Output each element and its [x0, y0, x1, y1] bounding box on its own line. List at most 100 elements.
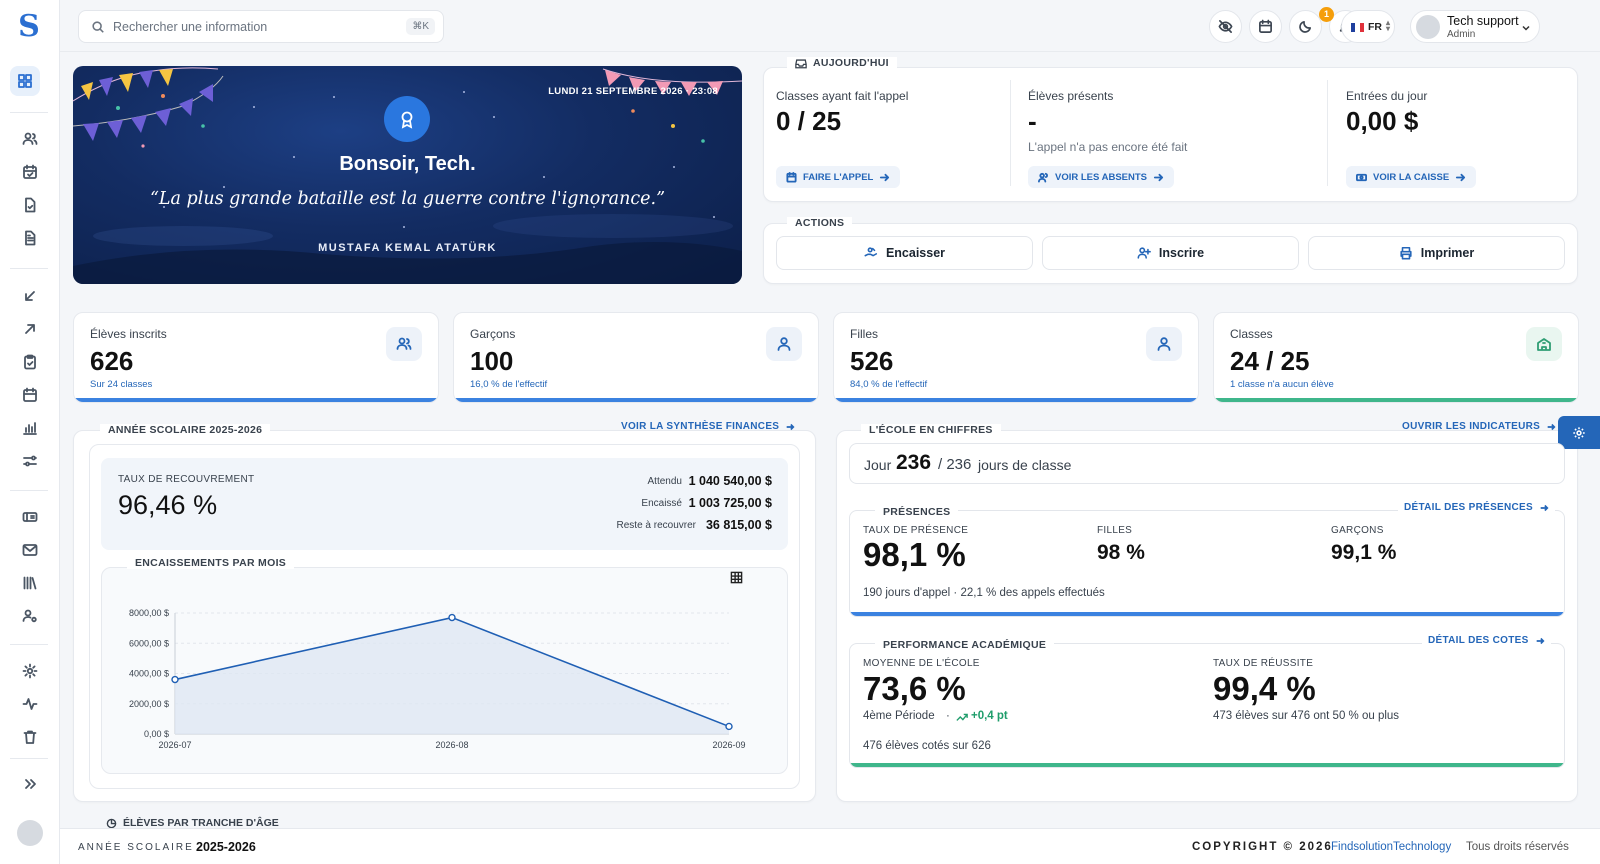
stat-value: 626 — [90, 346, 134, 376]
sliders-icon — [23, 455, 37, 467]
calendar-button[interactable] — [1249, 10, 1282, 43]
view-cashbox-button[interactable]: VOIR LA CAISSE — [1346, 166, 1477, 188]
search-box[interactable]: Rechercher une information ⌘K — [78, 10, 444, 43]
stat-card-students[interactable]: Élèves inscrits 626 Sur 24 classes — [73, 312, 439, 403]
print-button[interactable]: Imprimer — [1308, 236, 1565, 270]
view-absents-button[interactable]: VOIR LES ABSENTS — [1028, 166, 1175, 188]
user-settings-icon — [22, 609, 37, 623]
stat-sub: Sur 24 classes — [90, 379, 153, 390]
sidebar-item-library[interactable] — [18, 571, 42, 595]
finance-summary-link[interactable]: VOIR LA SYNTHÈSE FINANCES — [621, 421, 795, 432]
sidebar-divider — [10, 644, 48, 645]
expected-value: 1 040 540,00 $ — [688, 474, 772, 488]
sidebar-item-statistics[interactable] — [18, 416, 42, 440]
stat-card-girls[interactable]: Filles 526 84,0 % de l'effectif — [833, 312, 1199, 403]
app-logo[interactable]: S — [18, 9, 40, 44]
library-icon — [23, 576, 37, 590]
attendance-box — [849, 510, 1565, 617]
sidebar-item-settings-filters[interactable] — [18, 449, 42, 473]
greeting: Bonsoir, Tech. — [339, 153, 476, 175]
sidebar-item-tickets[interactable] — [18, 505, 42, 529]
user-menu[interactable]: Tech support Admin — [1410, 10, 1540, 43]
y-tick-label: 8000,00 $ — [129, 608, 169, 618]
take-attendance-button[interactable]: FAIRE L'APPEL — [776, 166, 901, 188]
theme-toggle-button[interactable] — [1289, 10, 1322, 43]
sidebar-item-reports[interactable] — [18, 226, 42, 250]
users-icon — [1038, 172, 1048, 183]
sidebar-item-expenses[interactable] — [18, 317, 42, 341]
inbox-icon — [795, 58, 807, 68]
trash-icon — [23, 730, 37, 744]
current-date: LUNDI 21 SEPTEMBRE 2026 · 23:08 — [548, 86, 718, 97]
stat-sub: 84,0 % de l'effectif — [850, 379, 928, 390]
y-tick-label: 0,00 $ — [144, 729, 169, 739]
attendance-rate-value: 98,1 % — [863, 536, 966, 573]
user-plus-icon — [1137, 247, 1151, 259]
arrow-right-icon — [880, 173, 890, 181]
mail-icon — [22, 544, 38, 556]
sidebar-item-calendar[interactable] — [18, 383, 42, 407]
language-selector[interactable]: FR ▴ ▾ — [1341, 10, 1395, 43]
users-icon — [22, 132, 38, 145]
sidebar-item-activity[interactable] — [18, 692, 42, 716]
actions-legend: ACTIONS — [787, 217, 853, 229]
users-icon — [386, 327, 422, 361]
sidebar-item-users[interactable] — [18, 604, 42, 628]
sidebar-item-income[interactable] — [18, 284, 42, 308]
indicators-link[interactable]: OUVRIR LES INDICATEURS — [1402, 421, 1556, 432]
grades-detail-link[interactable]: DÉTAIL DES COTES — [1422, 635, 1551, 646]
gear-icon — [1573, 426, 1585, 439]
sidebar-item-grades[interactable] — [18, 193, 42, 217]
moon-icon — [1299, 20, 1312, 33]
attendance-detail-link[interactable]: DÉTAIL DES PRÉSENCES — [1398, 502, 1555, 513]
arrow-down-left-icon — [25, 291, 35, 301]
stat-card-boys[interactable]: Garçons 100 16,0 % de l'effectif — [453, 312, 819, 403]
stat-card-classes[interactable]: Classes 24 / 25 1 classe n'a aucun élève — [1213, 312, 1579, 403]
girls-attendance-label: FILLES — [1097, 525, 1133, 536]
data-point — [448, 613, 456, 622]
sidebar-avatar[interactable] — [17, 820, 43, 846]
entries-label: Entrées du jour — [1346, 89, 1428, 103]
sidebar-item-settings[interactable] — [18, 659, 42, 683]
sidebar-divider — [10, 112, 48, 113]
sidebar-item-dashboard[interactable] — [10, 66, 40, 96]
company-link[interactable]: FindsolutionTechnology — [1331, 841, 1452, 853]
search-shortcut: ⌘K — [406, 18, 435, 35]
enroll-button[interactable]: Inscrire — [1042, 236, 1299, 270]
sort-icon: ▴ ▾ — [1386, 18, 1391, 33]
expected-label: Attendu — [647, 476, 682, 487]
school-icon — [1526, 327, 1562, 361]
academic-box — [849, 643, 1565, 768]
remaining-value: 36 815,00 $ — [705, 518, 772, 532]
table-icon — [730, 571, 742, 583]
sidebar-item-tasks[interactable] — [18, 350, 42, 374]
search-input[interactable]: Rechercher une information — [113, 20, 268, 34]
table-view-button[interactable] — [723, 567, 749, 587]
welcome-banner: LUNDI 21 SEPTEMBRE 2026 · 23:08 Bonsoir,… — [73, 66, 742, 284]
sidebar-divider — [10, 758, 48, 759]
collect-button[interactable]: Encaisser — [776, 236, 1033, 270]
hide-amounts-button[interactable] — [1209, 10, 1242, 43]
sidebar-collapse-button[interactable] — [18, 772, 42, 796]
y-tick-label: 4000,00 $ — [129, 669, 169, 679]
remaining-label: Reste à recouvrer — [616, 520, 696, 531]
x-tick-label: 2026-09 — [712, 740, 745, 750]
divider — [1010, 80, 1011, 186]
boys-attendance-label: GARÇONS — [1331, 525, 1384, 536]
footer-year-label: ANNÉE SCOLAIRE — [78, 842, 194, 853]
divider — [1327, 80, 1328, 186]
success-rate-value: 99,4 % — [1213, 670, 1316, 707]
sidebar-item-trash[interactable] — [18, 725, 42, 749]
sidebar-item-students[interactable] — [18, 127, 42, 151]
trend-value: +0,4 pt — [971, 710, 1008, 722]
sidebar-item-attendance[interactable] — [18, 160, 42, 184]
settings-float-button[interactable] — [1558, 416, 1600, 449]
arrow-right-icon — [1547, 423, 1556, 430]
sidebar-item-messages[interactable] — [18, 538, 42, 562]
search-icon — [92, 21, 104, 33]
award-icon — [384, 96, 430, 142]
file-text-icon — [25, 230, 36, 246]
stat-sub: 16,0 % de l'effectif — [470, 379, 548, 390]
classes-called-value: 0 / 25 — [776, 106, 842, 136]
arrow-up-right-icon — [25, 324, 35, 334]
